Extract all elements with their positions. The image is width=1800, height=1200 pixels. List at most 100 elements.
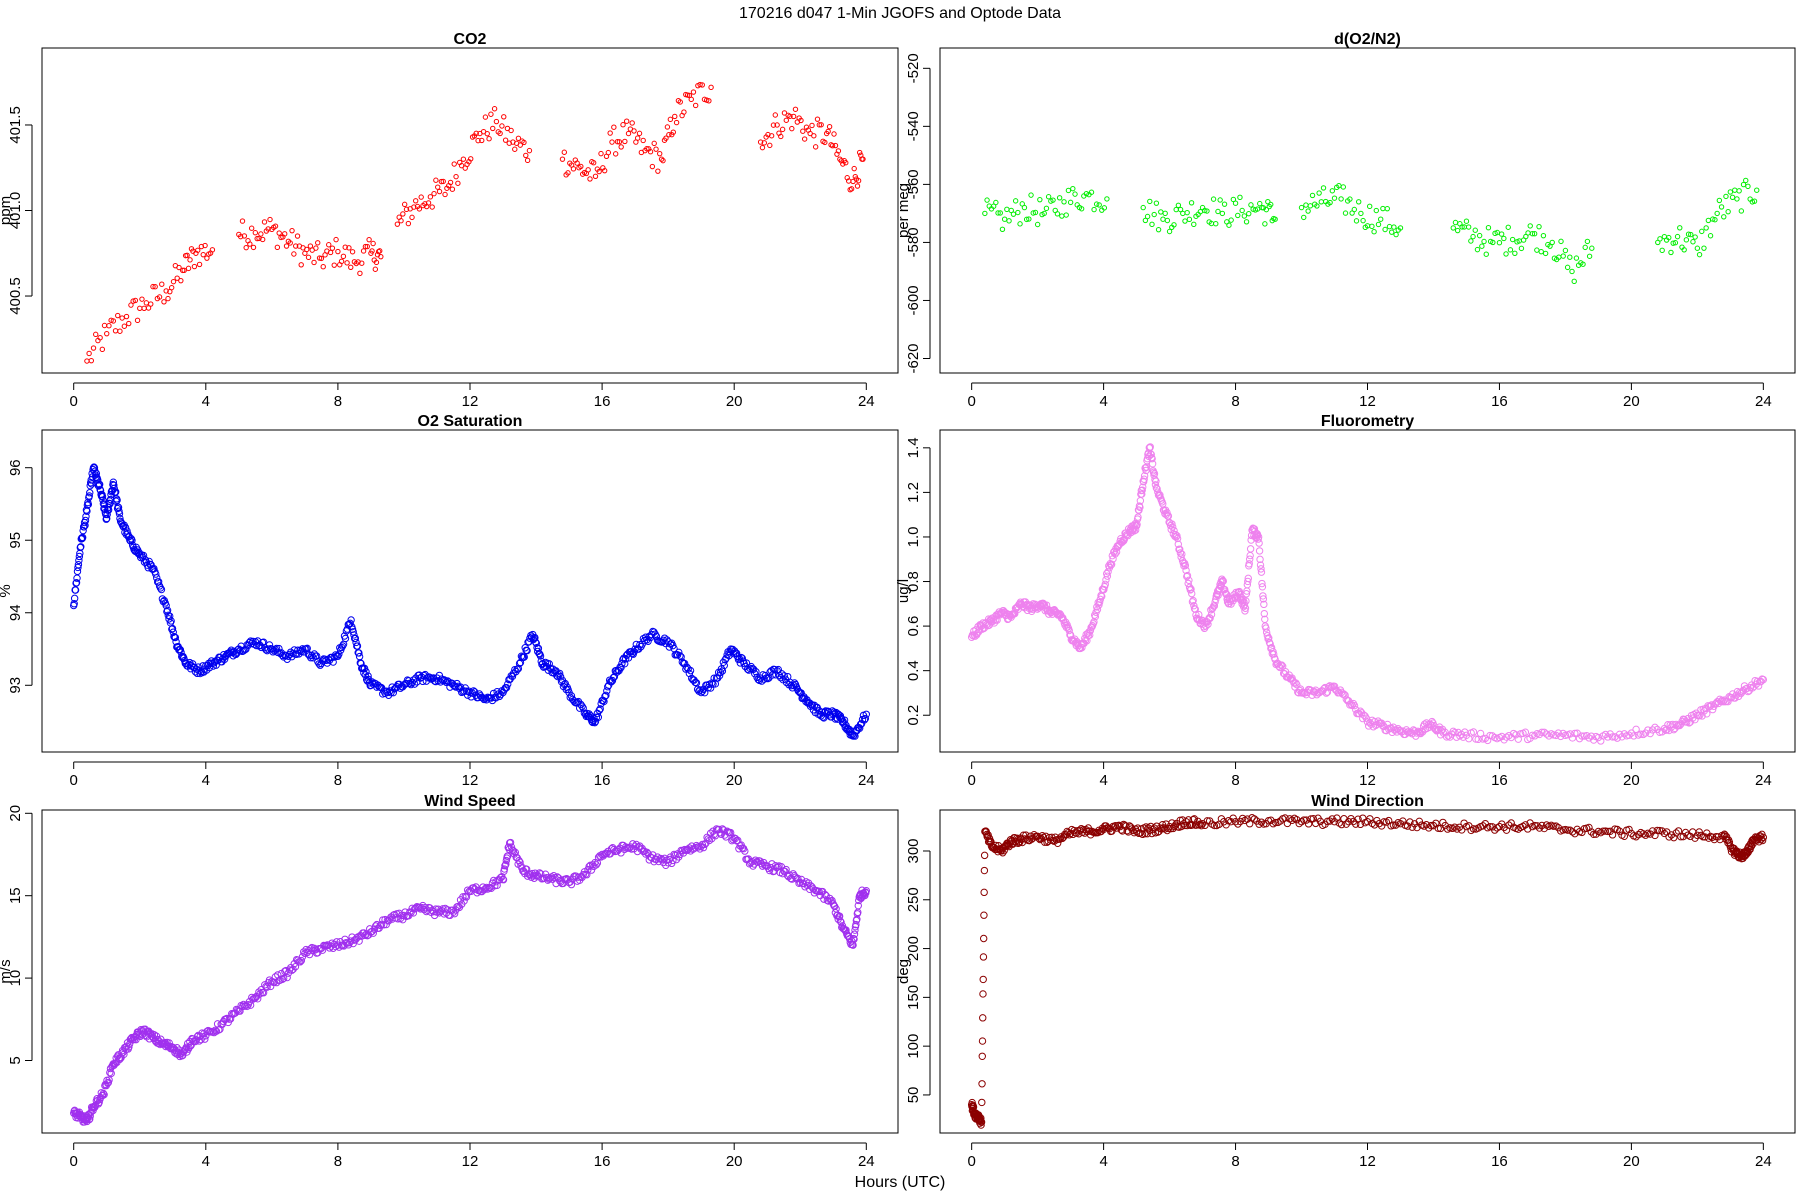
do2n2-data-point	[1463, 218, 1470, 224]
wdir-data-point	[1469, 825, 1478, 833]
wdir-x-tick-label: 24	[1755, 1153, 1772, 1170]
o2sat-data-point	[289, 650, 297, 658]
wspd-y-tick-label: 5	[7, 1056, 24, 1064]
co2-data-point	[783, 117, 790, 123]
wdir-data-point	[1641, 831, 1650, 839]
co2-data-point	[293, 243, 299, 249]
co2-data-point	[143, 300, 150, 306]
do2n2-data-point	[1175, 202, 1182, 209]
o2sat-data-point	[351, 634, 360, 643]
do2n2-data-point	[1171, 222, 1177, 228]
co2-data-point	[451, 161, 457, 167]
wdir-data-point	[1017, 835, 1025, 843]
o2sat-data-point	[103, 514, 111, 523]
o2sat-data-point	[617, 663, 625, 672]
wdir-data-point	[978, 1098, 986, 1107]
wdir-data-point	[1658, 827, 1666, 835]
wdir-data-point	[1665, 833, 1673, 841]
fluor-data-point	[1469, 728, 1478, 736]
co2-data-point	[634, 135, 641, 141]
co2-data-point	[409, 214, 415, 221]
do2n2-data-point	[1668, 249, 1674, 256]
wspd-data-point	[460, 897, 468, 905]
fluor-x-tick-label: 16	[1491, 772, 1508, 789]
wdir-y-tick-label: 150	[905, 985, 922, 1010]
o2sat-data-point	[523, 646, 531, 655]
co2-data-point	[291, 251, 297, 257]
figure-title: 170216 d047 1-Min JGOFS and Optode Data	[739, 5, 1061, 22]
do2n2-data-point	[1030, 210, 1036, 216]
fluor-data-point	[1711, 700, 1719, 708]
co2-data-point	[801, 136, 808, 142]
do2n2-data-point	[1580, 261, 1586, 267]
wdir-data-point	[1632, 833, 1640, 841]
do2n2-data-point	[1393, 231, 1399, 238]
fluor-data-point	[1292, 679, 1300, 687]
do2n2-data-point	[1531, 230, 1538, 237]
fluor-data-point	[1512, 731, 1520, 739]
wdir-y-tick-label: 250	[905, 887, 922, 912]
wdir-data-point	[1672, 829, 1680, 837]
wspd-data-point	[335, 943, 343, 951]
wspd-data-point	[553, 873, 561, 881]
co2-x-tick-label: 20	[726, 393, 743, 410]
wdir-data-point	[1758, 836, 1767, 845]
wdir-data-point	[1030, 830, 1038, 839]
do2n2-data-point	[1182, 218, 1188, 224]
o2sat-data-point	[350, 631, 358, 639]
co2-data-point	[651, 140, 657, 147]
wdir-data-point	[1210, 821, 1219, 830]
co2-x-tick-label: 24	[858, 393, 875, 410]
o2sat-data-point	[621, 659, 629, 668]
do2n2-data-point	[1683, 237, 1690, 243]
o2sat-x-tick-label: 0	[70, 772, 78, 789]
o2sat-data-point	[682, 665, 690, 673]
o2sat-data-point	[355, 649, 363, 657]
fluor-data-point	[1256, 561, 1265, 569]
co2-data-point	[854, 183, 861, 189]
co2-data-point	[132, 297, 139, 304]
co2-data-point	[789, 125, 795, 132]
co2-data-point	[101, 322, 108, 329]
do2n2-data-point	[1056, 195, 1063, 201]
co2-data-point	[479, 137, 485, 144]
o2sat-data-point	[545, 660, 553, 668]
do2n2-data-point	[1001, 216, 1008, 222]
do2n2-data-point	[1142, 217, 1149, 224]
wspd-data-point	[299, 948, 308, 956]
co2-data-point	[664, 124, 671, 130]
wdir-data-point	[1566, 826, 1574, 834]
do2n2-data-point	[1564, 264, 1571, 271]
o2sat-data-point	[362, 667, 370, 676]
do2n2-data-point	[1257, 200, 1263, 207]
co2-data-point	[239, 218, 246, 224]
co2-data-point	[259, 236, 266, 243]
do2n2-data-point	[1529, 231, 1536, 237]
fluor-data-point	[1608, 733, 1617, 741]
fluor-data-point	[1065, 626, 1073, 635]
do2n2-data-point	[1562, 247, 1569, 254]
o2sat-data-point	[602, 691, 610, 700]
wspd-data-point	[410, 905, 419, 913]
do2n2-data-point	[1450, 225, 1456, 231]
do2n2-data-point	[1736, 188, 1742, 194]
co2-data-point	[344, 260, 350, 266]
co2-data-point	[616, 139, 623, 145]
o2sat-data-point	[716, 668, 725, 677]
co2-data-point	[184, 252, 190, 259]
wdir-data-point	[1392, 821, 1400, 829]
co2-data-point	[570, 166, 577, 172]
wdir-data-point	[1257, 818, 1266, 826]
wspd-data-point	[592, 861, 600, 869]
do2n2-data-point	[1272, 216, 1278, 222]
do2n2-data-point	[1144, 213, 1151, 220]
wspd-data-point	[851, 926, 859, 934]
wdir-data-point	[1158, 821, 1167, 829]
o2sat-data-point	[341, 634, 350, 643]
o2sat-data-point	[440, 676, 448, 684]
o2sat-data-point	[479, 694, 487, 702]
co2-data-point	[261, 219, 268, 225]
fluor-data-point	[1559, 729, 1567, 738]
co2-data-point	[429, 204, 435, 210]
do2n2-data-point	[1091, 206, 1097, 213]
